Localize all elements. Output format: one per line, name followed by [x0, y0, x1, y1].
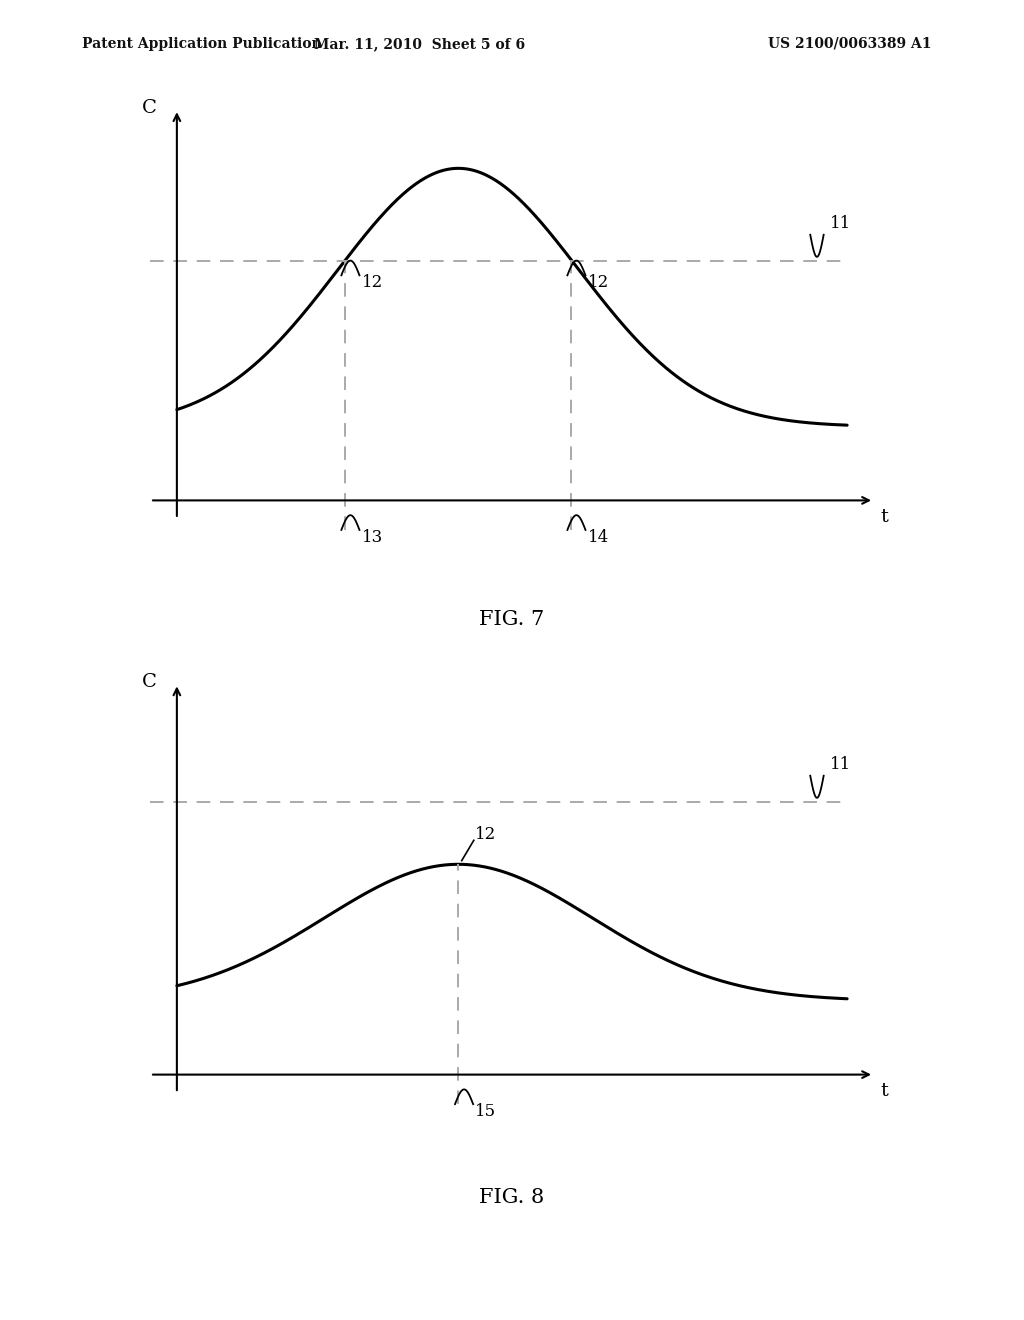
Text: Mar. 11, 2010  Sheet 5 of 6: Mar. 11, 2010 Sheet 5 of 6 [314, 37, 525, 51]
Text: US 2100/0063389 A1: US 2100/0063389 A1 [768, 37, 932, 51]
Text: 12: 12 [475, 826, 497, 843]
Text: FIG. 8: FIG. 8 [479, 1188, 545, 1206]
Text: t: t [881, 1082, 889, 1100]
Text: 13: 13 [361, 529, 383, 545]
Text: C: C [142, 99, 157, 116]
Text: 11: 11 [830, 756, 852, 774]
Text: C: C [142, 673, 157, 690]
Text: 12: 12 [361, 275, 383, 292]
Text: 12: 12 [588, 275, 608, 292]
Text: 14: 14 [588, 529, 608, 545]
Text: 15: 15 [475, 1104, 497, 1119]
Text: FIG. 7: FIG. 7 [479, 610, 545, 628]
Text: t: t [881, 508, 889, 525]
Text: 11: 11 [830, 215, 852, 232]
Text: Patent Application Publication: Patent Application Publication [82, 37, 322, 51]
